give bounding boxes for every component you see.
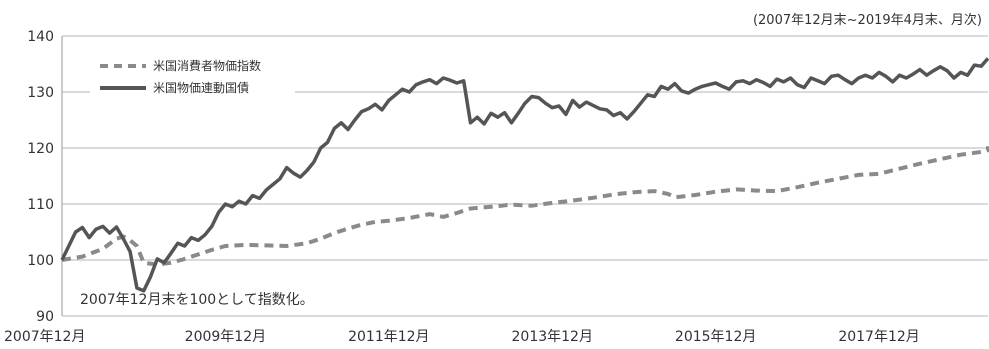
legend-label-cpi: 米国消費者物価指数 — [153, 58, 261, 73]
x-tick-label: 2015年12月 — [675, 329, 756, 345]
x-tick-label: 2009年12月 — [185, 329, 266, 345]
y-tick-label: 100 — [27, 253, 54, 269]
x-tick-label: 2013年12月 — [512, 329, 593, 345]
series-line-tips — [60, 57, 989, 293]
series-lines — [60, 57, 989, 293]
y-tick-label: 110 — [27, 197, 54, 213]
legend: 米国消費者物価指数 米国物価連動国債 — [90, 49, 295, 111]
x-tick-label: 2007年12月 — [4, 329, 85, 345]
x-tick-label: 2011年12月 — [348, 329, 429, 345]
y-tick-label: 90 — [36, 309, 54, 325]
x-tick-label: 2017年12月 — [838, 329, 919, 345]
series-line-cpi — [61, 146, 989, 267]
legend-box — [90, 49, 295, 111]
legend-label-tips: 米国物価連動国債 — [153, 80, 249, 95]
x-axis-ticks: 2007年12月 2009年12月 2011年12月 2013年12月 2015年12月… — [4, 329, 920, 345]
chart-subtitle: (2007年12月末~2019年4月末、月次) — [753, 12, 982, 28]
y-tick-label: 120 — [27, 141, 54, 157]
y-axis-ticks: 90 100 110 120 130 140 — [27, 29, 54, 325]
chart-note: 2007年12月末を100として指数化。 — [80, 292, 314, 308]
y-tick-label: 130 — [27, 85, 54, 101]
y-tick-label: 140 — [27, 29, 54, 45]
